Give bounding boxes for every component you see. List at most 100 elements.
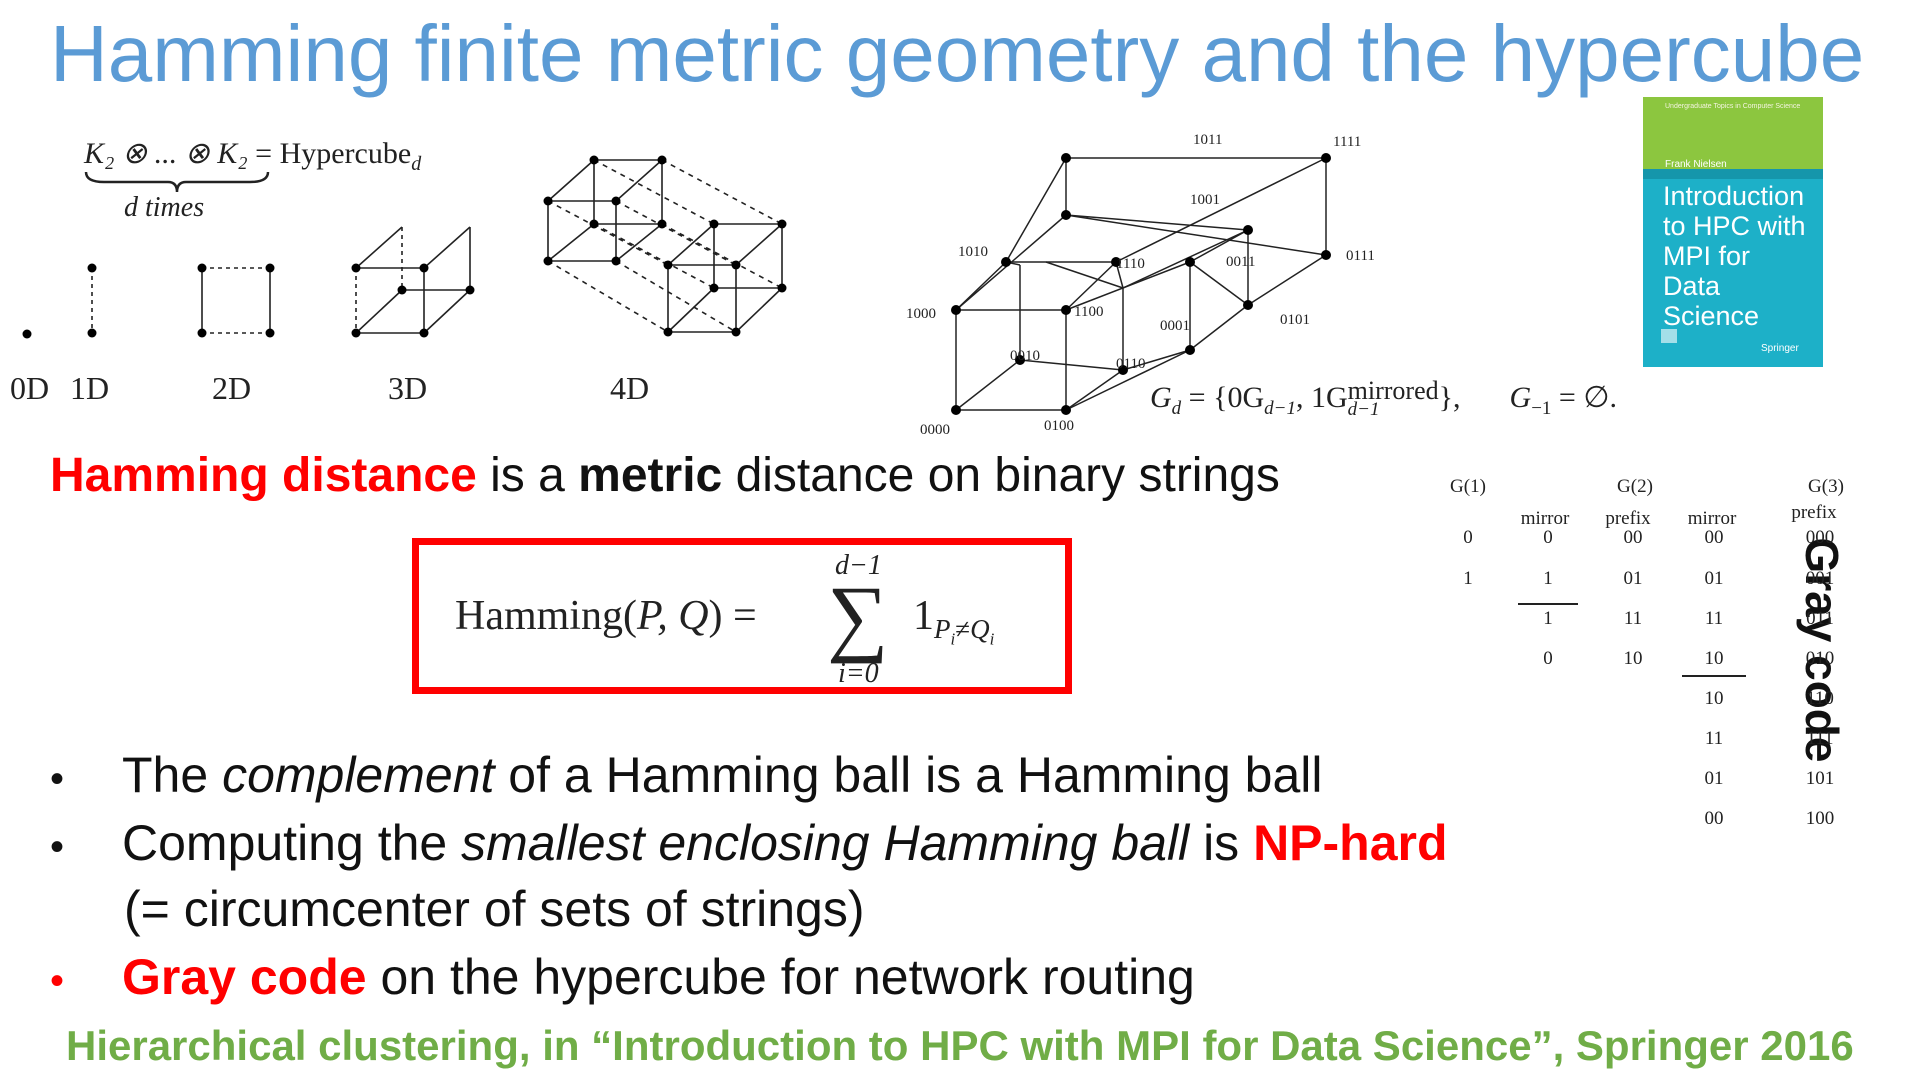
hypercube-eq: = Hypercube bbox=[255, 137, 412, 170]
footer-citation: Hierarchical clustering, in “Introductio… bbox=[66, 1022, 1854, 1069]
g-base-sub: −1 bbox=[1531, 398, 1552, 419]
node-label: 0010 bbox=[1010, 348, 1040, 364]
bullet-gray-code: • Gray code on the hypercube for network … bbox=[50, 948, 1195, 1006]
sigma-symbol: ∑ bbox=[827, 568, 889, 664]
k2-product: K₂ ⊗ ... ⊗ K₂ bbox=[84, 137, 248, 170]
label-4d: 4D bbox=[610, 370, 650, 406]
bullet-enclosing-ball: • Computing the smallest enclosing Hammin… bbox=[50, 814, 1448, 872]
bullet-text: is bbox=[1189, 815, 1254, 871]
hamming-func: Hamming( bbox=[455, 593, 637, 639]
hamming-formula: Hamming(P, Q) = d−1 ∑ i=0 1Pi≠Qi bbox=[455, 550, 1055, 690]
gray-sub1: d−1 bbox=[1264, 398, 1296, 419]
bullet-italic: smallest enclosing Hamming ball bbox=[461, 815, 1190, 871]
metric-term: metric bbox=[578, 449, 723, 502]
table-cell: 0 bbox=[1463, 527, 1473, 548]
book-author: Frank Nielsen bbox=[1665, 159, 1727, 170]
table-cell: 100 bbox=[1805, 808, 1835, 829]
sub-q: Q bbox=[970, 614, 990, 645]
sub-p: P bbox=[934, 614, 951, 645]
node-label: 0110 bbox=[1116, 356, 1146, 372]
indicator-subscript: Pi≠Qi bbox=[934, 614, 994, 648]
graph-4d bbox=[547, 159, 783, 333]
node-label: 0001 bbox=[1160, 318, 1190, 334]
table-cell: 01 bbox=[1704, 768, 1724, 789]
bullet-continuation: (= circumcenter of sets of strings) bbox=[124, 881, 865, 937]
label-2d: 2D bbox=[212, 370, 252, 406]
table-cell: 0 bbox=[1543, 648, 1553, 669]
graph-0d bbox=[22, 329, 32, 339]
node-label: 0111 bbox=[1346, 248, 1375, 264]
table-cell: 10 bbox=[1704, 648, 1724, 669]
book-title: Introduction to HPC with MPI for Data Sc… bbox=[1663, 181, 1806, 331]
hamming-rhs: ) = bbox=[708, 593, 757, 639]
node-label: 0101 bbox=[1280, 312, 1310, 328]
book-stripe bbox=[1643, 169, 1823, 179]
node-label: 0100 bbox=[1044, 418, 1074, 434]
heading-text: distance on binary strings bbox=[722, 449, 1280, 502]
table-cell: 00 bbox=[1704, 527, 1724, 548]
book-logo-icon bbox=[1661, 329, 1677, 343]
book-series: Undergraduate Topics in Computer Science bbox=[1665, 103, 1801, 110]
node-label: 1111 bbox=[1333, 134, 1362, 150]
hypercube-product-formula: K₂ ⊗ ... ⊗ K₂ = Hypercubed bbox=[84, 136, 421, 176]
indicator-one: 1 bbox=[913, 593, 934, 639]
bullet-text: Computing the bbox=[122, 815, 462, 871]
hamming-args: P, Q bbox=[636, 593, 709, 639]
sub-qi: i bbox=[989, 629, 995, 649]
subheader-prefix: prefix bbox=[1605, 508, 1651, 529]
table-cell: 11 bbox=[1704, 728, 1724, 749]
graph-4d-nodes bbox=[543, 155, 787, 337]
table-cell: 11 bbox=[1623, 608, 1643, 629]
g-symbol: G bbox=[1150, 381, 1172, 414]
gray-sup: mirrored bbox=[1347, 376, 1439, 406]
header-g2: G(2) bbox=[1617, 476, 1653, 497]
bullet-dot: • bbox=[50, 757, 65, 801]
bullet-text: of a Hamming ball is a Hamming ball bbox=[494, 747, 1323, 803]
sum-lower: i=0 bbox=[838, 658, 879, 689]
header-g3: G(3) bbox=[1808, 476, 1844, 497]
table-cell: 01 bbox=[1623, 568, 1643, 589]
label-3d: 3D bbox=[388, 370, 428, 406]
gray-recursion-formula: Gd = {0Gd−1, 1G mirrored d−1}, G−1 = ∅. bbox=[1150, 376, 1617, 421]
gray-code-vertical-label: Gray code bbox=[1796, 537, 1848, 763]
underbrace bbox=[84, 171, 270, 193]
subheader-mirror: mirror bbox=[1687, 508, 1737, 529]
neq-symbol: ≠ bbox=[955, 614, 971, 645]
table-cell: 1 bbox=[1543, 568, 1553, 589]
bullet-complement: • The complement of a Hamming ball is a H… bbox=[50, 746, 1323, 804]
mirror-line-2 bbox=[1682, 675, 1746, 677]
node-label: 0000 bbox=[920, 422, 950, 438]
subheader-mirror: mirror bbox=[1520, 508, 1570, 529]
table-cell: 101 bbox=[1805, 768, 1835, 789]
table-cell: 00 bbox=[1623, 527, 1643, 548]
sub-i: i bbox=[950, 629, 956, 649]
hamming-distance-term: Hamming distance bbox=[50, 449, 477, 502]
node-label: 1100 bbox=[1074, 304, 1104, 320]
node-label: 1110 bbox=[1116, 256, 1145, 272]
node-label: 1010 bbox=[958, 244, 988, 260]
book-cover: Undergraduate Topics in Computer Science… bbox=[1643, 97, 1823, 367]
hamming-formula-box bbox=[412, 538, 1072, 694]
table-cell: 1 bbox=[1543, 608, 1553, 629]
table-cell: 10 bbox=[1623, 648, 1643, 669]
book-publisher: Springer bbox=[1761, 343, 1799, 354]
hypercube-dimensions-figure bbox=[22, 155, 787, 339]
brace-label: d times bbox=[124, 192, 205, 223]
heading-text: is a bbox=[476, 449, 579, 502]
node-label: 1011 bbox=[1193, 132, 1223, 148]
g-base-rhs: = ∅. bbox=[1551, 381, 1617, 414]
sum-upper: d−1 bbox=[835, 550, 882, 581]
g-subscript: d bbox=[1171, 398, 1182, 419]
subheader-prefix: prefix bbox=[1791, 502, 1837, 523]
bullet-text: on the hypercube for network routing bbox=[366, 949, 1195, 1005]
bullet-text: The bbox=[122, 747, 223, 803]
bullet-italic: complement bbox=[222, 747, 495, 803]
np-hard-term: NP-hard bbox=[1253, 815, 1448, 871]
slide-title: Hamming finite metric geometry and the h… bbox=[50, 9, 1865, 98]
labeled-hypercube-figure bbox=[951, 153, 1331, 415]
header-g1: G(1) bbox=[1450, 476, 1486, 497]
table-cell: 1 bbox=[1463, 568, 1473, 589]
graph-3d bbox=[355, 226, 471, 334]
gray-sub2: d−1 bbox=[1347, 399, 1380, 421]
bullet-dot: • bbox=[50, 959, 65, 1003]
